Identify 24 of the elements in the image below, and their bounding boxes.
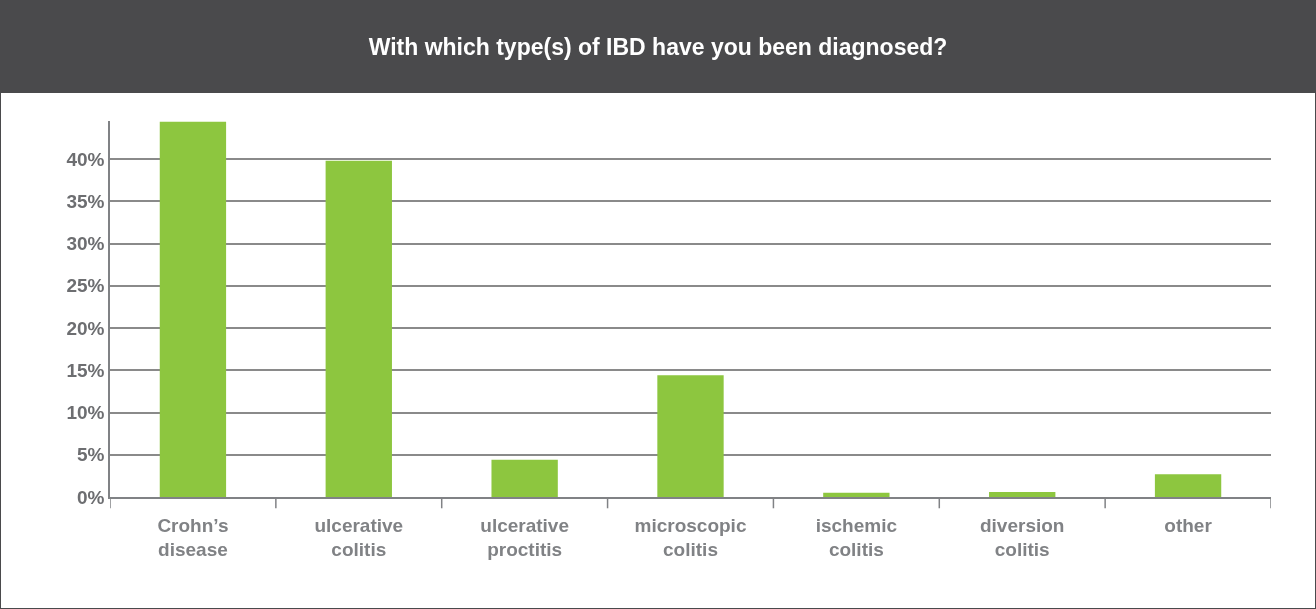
bar — [325, 160, 392, 497]
y-tick-label: 30% — [66, 233, 105, 255]
bar — [989, 491, 1056, 497]
x-tick-label: diversion colitis — [979, 514, 1065, 561]
x-tick-label: ulcerative proctitis — [480, 514, 570, 561]
y-tick-label: 15% — [66, 359, 105, 381]
chart-title: With which type(s) of IBD have you been diagnosed? — [1, 1, 1315, 93]
bar — [491, 459, 558, 497]
y-tick-label: 5% — [76, 444, 105, 466]
y-tick-label: 20% — [66, 317, 105, 339]
bar — [159, 121, 227, 497]
bar — [823, 492, 890, 497]
x-tick-label: ulcerative colitis — [314, 514, 404, 561]
x-tick-label: other — [1164, 514, 1213, 536]
bar — [657, 375, 724, 497]
x-tick-label: ischemic colitis — [815, 514, 898, 561]
y-tick-label: 0% — [76, 486, 105, 508]
y-tick-label: 40% — [66, 148, 105, 170]
y-tick-label: 10% — [66, 402, 105, 424]
x-tick-label: microscopic colitis — [634, 514, 747, 561]
x-tick-label: Crohn’s disease — [157, 514, 229, 561]
y-tick-label: 35% — [66, 190, 105, 212]
bar — [1154, 474, 1222, 497]
y-tick-label: 25% — [66, 275, 105, 297]
